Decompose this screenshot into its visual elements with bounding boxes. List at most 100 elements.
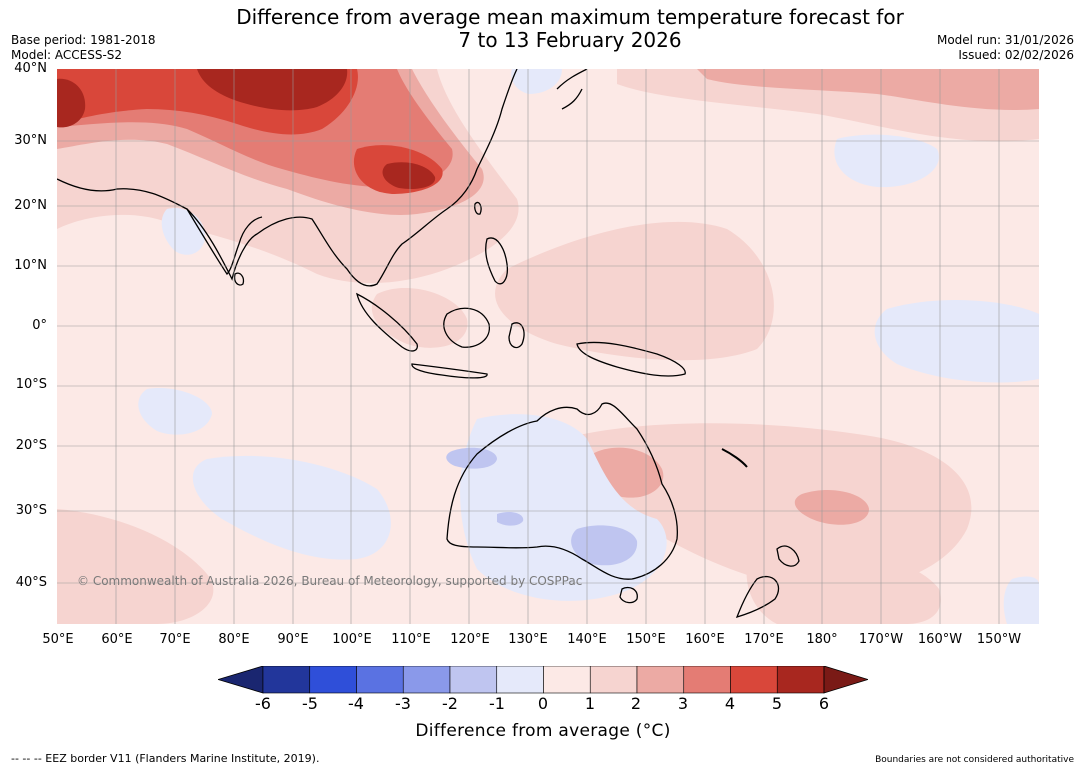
lat-label-30s: 30°S xyxy=(15,503,47,518)
anomaly-south-pacific-1-2 xyxy=(746,539,941,624)
lon-label-150w: 150°W xyxy=(976,632,1022,647)
anomaly-nw-australia-cold xyxy=(446,447,497,469)
colorbar-tick: 2 xyxy=(630,694,642,713)
anomaly-coral-sea-1-2 xyxy=(558,423,972,590)
eez-border-note: -- -- -- EEZ border V11 (Flanders Marine… xyxy=(11,752,320,765)
colorbar-extend-low xyxy=(218,666,264,694)
colorbar-segment xyxy=(683,666,731,694)
colorbar-tick: -5 xyxy=(302,694,318,713)
anomaly-fields xyxy=(57,69,1039,624)
coast-tasmania xyxy=(619,586,638,604)
coast-asia-mainland xyxy=(57,69,518,287)
anomaly-south-china-5-6 xyxy=(382,162,436,189)
colorbar-tick: -6 xyxy=(255,694,271,713)
map-title-line-1: Difference from average mean maximum tem… xyxy=(236,5,904,29)
colorbar-segment xyxy=(543,666,591,694)
lon-label-110e: 110°E xyxy=(391,632,431,647)
colorbar-segment xyxy=(636,666,685,694)
colorbar-segment xyxy=(402,666,451,694)
colorbar-segment xyxy=(496,666,544,694)
coast-japan xyxy=(556,69,588,110)
base-period: Base period: 1981-2018 xyxy=(11,33,156,47)
lat-label-10n: 10°N xyxy=(14,258,47,273)
colorbar-segment xyxy=(449,666,498,694)
gridlines xyxy=(57,69,1039,624)
colorbar-tick: 0 xyxy=(537,694,549,713)
coast-taiwan xyxy=(474,201,482,215)
anomaly-pacific-ne-2-3 xyxy=(697,69,1039,111)
colorbar-tick: 5 xyxy=(771,694,783,713)
lon-label-60e: 60°E xyxy=(101,632,133,647)
lon-label-140e: 140°E xyxy=(567,632,607,647)
model-name: Model: ACCESS-S2 xyxy=(11,48,123,62)
colorbar-label: Difference from average (°C) xyxy=(415,721,671,741)
colorbar-segment xyxy=(309,666,357,694)
colorbar-segment xyxy=(356,666,404,694)
anomaly-indian-south-cool xyxy=(192,455,391,560)
coast-new-guinea xyxy=(576,341,686,377)
lat-label-0: 0° xyxy=(32,318,47,333)
coast-australia xyxy=(446,402,678,580)
lon-label-70e: 70°E xyxy=(159,632,191,647)
coast-borneo xyxy=(443,307,490,348)
anomaly-tasman-east-2-3 xyxy=(794,489,869,525)
colorbar-segment xyxy=(730,666,778,694)
lon-label-50e: 50°E xyxy=(42,632,74,647)
colorbar-tick: 4 xyxy=(724,694,736,713)
colorbar-extend-high xyxy=(823,666,868,694)
anomaly-west-asia-5-6 xyxy=(57,78,86,128)
anomaly-pacific-nw-cool xyxy=(834,134,939,188)
anomaly-south-australia-cold xyxy=(497,511,524,526)
coast-philippines xyxy=(485,237,508,285)
coast-new-caledonia xyxy=(721,448,748,468)
lon-label-100e: 100°E xyxy=(332,632,372,647)
lon-label-170w: 170°W xyxy=(858,632,904,647)
anomaly-india-cool xyxy=(161,208,206,255)
lon-label-180: 180° xyxy=(806,632,838,647)
boundary-disclaimer: Boundaries are not considered authoritat… xyxy=(875,755,1074,765)
lat-label-20s: 20°S xyxy=(15,438,47,453)
lat-label-40n: 40°N xyxy=(14,61,47,76)
lat-label-20n: 20°N xyxy=(14,198,47,213)
colorbar-tick: 6 xyxy=(818,694,830,713)
lat-label-40s: 40°S xyxy=(15,575,47,590)
coast-sri-lanka xyxy=(233,272,245,286)
lon-label-130e: 130°E xyxy=(508,632,548,647)
forecast-map: © Commonwealth of Australia 2026, Bureau… xyxy=(57,69,1039,624)
colorbar-segments xyxy=(262,666,825,694)
coastlines xyxy=(57,69,800,619)
copyright-notice: © Commonwealth of Australia 2026, Bureau… xyxy=(77,574,582,588)
coast-new-zealand-south xyxy=(735,575,780,619)
colorbar-tick: -3 xyxy=(395,694,411,713)
colorbar xyxy=(218,666,868,694)
lat-label-30n: 30°N xyxy=(14,133,47,148)
colorbar-tick: 3 xyxy=(677,694,689,713)
coast-sumatra xyxy=(356,292,418,352)
lat-label-10s: 10°S xyxy=(15,377,47,392)
coast-sulawesi xyxy=(508,322,525,349)
anomaly-warm-pool-1-2 xyxy=(495,221,774,361)
model-run: Model run: 31/01/2026 xyxy=(936,33,1074,47)
colorbar-tick: -4 xyxy=(348,694,364,713)
anomaly-southeast-pacific-cool xyxy=(1003,576,1039,624)
lon-label-170e: 170°E xyxy=(744,632,784,647)
anomaly-north-pacific-cool xyxy=(511,69,562,94)
anomaly-indian-sw-1-2 xyxy=(57,509,214,624)
issued-date: Issued: 02/02/2026 xyxy=(958,48,1074,62)
coast-new-zealand-north xyxy=(776,545,800,567)
coast-india xyxy=(186,208,263,276)
lon-label-120e: 120°E xyxy=(450,632,490,647)
lon-label-160w: 160°W xyxy=(917,632,963,647)
lon-label-90e: 90°E xyxy=(277,632,309,647)
lon-label-160e: 160°E xyxy=(685,632,725,647)
lon-label-80e: 80°E xyxy=(218,632,250,647)
lon-label-150e: 150°E xyxy=(626,632,666,647)
colorbar-tick: 1 xyxy=(584,694,596,713)
anomaly-se-australia-cold xyxy=(571,525,638,566)
anomaly-china-sea-1-2 xyxy=(371,288,468,348)
coast-java xyxy=(411,363,488,379)
colorbar-segment xyxy=(776,666,825,694)
map-title-line-2: 7 to 13 February 2026 xyxy=(458,28,682,52)
colorbar-tick: -1 xyxy=(489,694,505,713)
anomaly-pacific-east-cool xyxy=(874,299,1039,383)
